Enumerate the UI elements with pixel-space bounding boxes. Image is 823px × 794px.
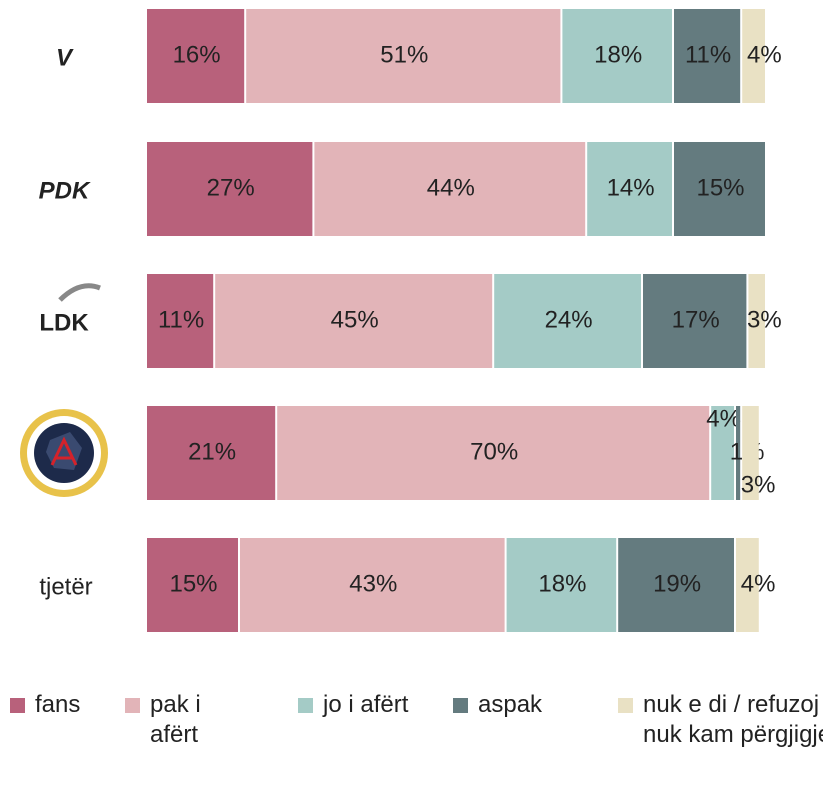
bar-segment [494,274,641,368]
aak-logo [20,409,108,497]
category-label: tjetër [39,573,92,600]
legend-label: fans [35,691,81,718]
bar-segment [742,406,759,500]
value-label: 17% [672,306,720,333]
bar-segment [147,406,276,500]
legend-swatch [453,698,468,713]
value-label: 4% [706,405,741,432]
bar-segment [736,538,759,632]
value-label: 44% [427,174,475,201]
value-label: 70% [470,438,518,465]
value-label: 18% [594,41,642,68]
value-label: 21% [188,438,236,465]
legend-label: jo i afërt [323,691,409,718]
value-label: 11% [158,306,204,333]
value-label: 19% [653,570,701,597]
value-label: 3% [741,471,776,498]
bar-segment [618,538,734,632]
bar-segment [711,406,734,500]
legend-label: pak i afërt [150,691,201,748]
bar-segment [240,538,505,632]
bar-segment [277,406,710,500]
legend-swatch [125,698,140,713]
bar-segment [562,9,672,103]
value-label: 27% [207,174,255,201]
value-label: 14% [607,174,655,201]
bar-segment [506,538,617,632]
legend-swatch [298,698,313,713]
value-label: 15% [169,570,217,597]
value-label: 15% [696,174,744,201]
bar-segment [674,142,765,236]
bar-segment [314,142,586,236]
bar-segment [643,274,747,368]
legend-swatch [10,698,25,713]
legend-swatch [618,698,633,713]
bar-segment [742,9,765,103]
category-label: V [56,44,74,71]
value-label: 43% [349,570,397,597]
legend-label: aspak [478,691,543,718]
bar-segment [147,142,313,236]
legend: fans pak i afërt jo i afërt aspak nuk e di /… [0,690,823,794]
bar-segment [246,9,561,103]
category-label: LDK [39,309,89,336]
value-label: 16% [173,41,221,68]
value-label: 45% [331,306,379,333]
bar-segment [147,538,238,632]
bar-segment [736,406,741,500]
value-label: 4% [747,41,782,68]
category-label: PDK [39,177,91,204]
value-label: 3% [747,306,782,333]
value-label: 24% [545,306,593,333]
chart: V 16% 51% 18% 11% 4% PDK 27% 44% 14% 15% LDK 11% 45% 2… [20,9,782,632]
bar-segment [215,274,493,368]
ldk-swoosh [58,283,101,302]
value-label: 4% [741,570,776,597]
bar-segment [587,142,672,236]
value-label: 51% [380,41,428,68]
bar-segment [147,9,245,103]
value-label: 18% [538,570,586,597]
bar-segment [674,9,741,103]
legend-label: nuk e di / refuzoj / nuk kam përgjigje [643,691,823,748]
value-label: 11% [685,41,731,68]
bar-segment [748,274,765,368]
bar-segment [147,274,214,368]
